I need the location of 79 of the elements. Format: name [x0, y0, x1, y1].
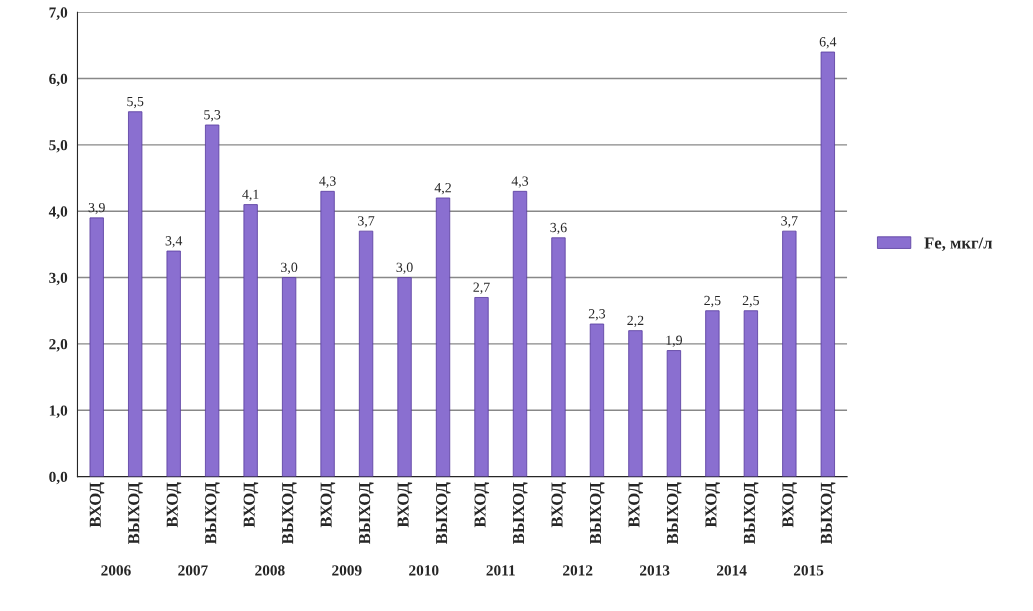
bar [205, 124, 220, 477]
text: 2006 [101, 565, 131, 576]
data-label: 3,9 [88, 202, 105, 215]
bar [320, 190, 335, 477]
data-label: 5,3 [204, 110, 221, 122]
bar [243, 204, 258, 477]
x-tick-label: ВХОД [705, 482, 720, 528]
bar [89, 217, 104, 477]
x-tick-label: ВХОД [474, 482, 490, 528]
bar [551, 237, 566, 477]
data-label: 3,7 [358, 216, 375, 228]
x-tick-label: ВЫХОД [435, 482, 451, 545]
data-label: 2,3 [588, 309, 606, 321]
bar [474, 297, 489, 477]
data-label: 4,1 [242, 189, 259, 201]
x-tick-label: ВХОД [628, 482, 643, 528]
y-tick-label: 7,0 [49, 7, 68, 20]
text: 2008 [255, 565, 285, 576]
y-tick-label: 1,0 [49, 405, 68, 418]
data-label: 4,3 [319, 176, 336, 188]
bar [281, 277, 297, 477]
data-label: 2,2 [627, 315, 644, 328]
x-tick-label: ВЫХОД [820, 482, 836, 545]
bar [397, 277, 412, 477]
bar [512, 190, 528, 477]
bar [166, 250, 181, 477]
x-tick-label: ВЫХОД [128, 482, 143, 545]
y-tick-label: 2,0 [49, 339, 68, 352]
legend-label: Fe, мкг/л [924, 237, 993, 252]
x-tick-label: ВЫХОД [512, 482, 528, 545]
data-label: 4,2 [434, 183, 451, 195]
bar [128, 111, 143, 477]
text: 2010 [409, 565, 439, 576]
x-tick-label: ВЫХОД [282, 482, 297, 545]
bar [743, 310, 759, 477]
x-tick-label: ВХОД [782, 482, 797, 528]
data-label: 2,5 [742, 295, 759, 308]
x-tick-label: ВХОД [89, 482, 105, 528]
bar [666, 350, 682, 477]
x-tick-label: ВЫХОД [743, 482, 759, 545]
y-tick-label: 4,0 [48, 206, 68, 219]
x-tick-label: ВЫХОД [666, 482, 682, 545]
data-label: 3,0 [281, 262, 298, 274]
bar [628, 330, 643, 477]
bar [782, 230, 797, 477]
x-tick-label: ВЫХОД [589, 482, 605, 545]
x-tick-label: ВХОД [397, 482, 413, 528]
x-tick-label: ВЫХОД [205, 482, 220, 545]
data-label: 2,5 [704, 295, 721, 308]
bar [705, 310, 720, 477]
bar [435, 197, 451, 477]
data-label: 3,0 [396, 262, 413, 274]
text: 2011 [486, 565, 515, 576]
data-label: 3,4 [165, 236, 183, 248]
text: 2009 [332, 565, 362, 576]
y-tick-label: 0,0 [49, 471, 68, 485]
x-tick-label: ВХОД [243, 482, 259, 528]
data-label: 3,6 [550, 222, 567, 235]
data-label: 2,7 [473, 282, 490, 294]
data-label: 6,4 [819, 37, 837, 49]
data-label: 1,9 [666, 335, 683, 347]
bar [358, 230, 374, 477]
data-label: 4,3 [511, 176, 529, 188]
x-tick-label: ВХОД [551, 482, 567, 528]
bar [820, 51, 835, 477]
x-tick-label: ВЫХОД [359, 482, 374, 545]
text: 2013 [640, 565, 670, 576]
text: 2012 [563, 565, 593, 576]
text: 2014 [716, 565, 747, 576]
text: 2007 [178, 565, 208, 576]
y-tick-label: 5,0 [49, 140, 68, 153]
data-label: 3,7 [781, 216, 798, 228]
data-label: 5,5 [127, 96, 144, 109]
y-tick-label: 3,0 [49, 272, 68, 286]
x-tick-label: ВХОД [166, 482, 182, 528]
x-tick-label: ВХОД [320, 482, 336, 528]
text: 2015 [793, 565, 824, 576]
y-tick-label: 6,0 [49, 73, 68, 87]
bar [589, 323, 605, 477]
